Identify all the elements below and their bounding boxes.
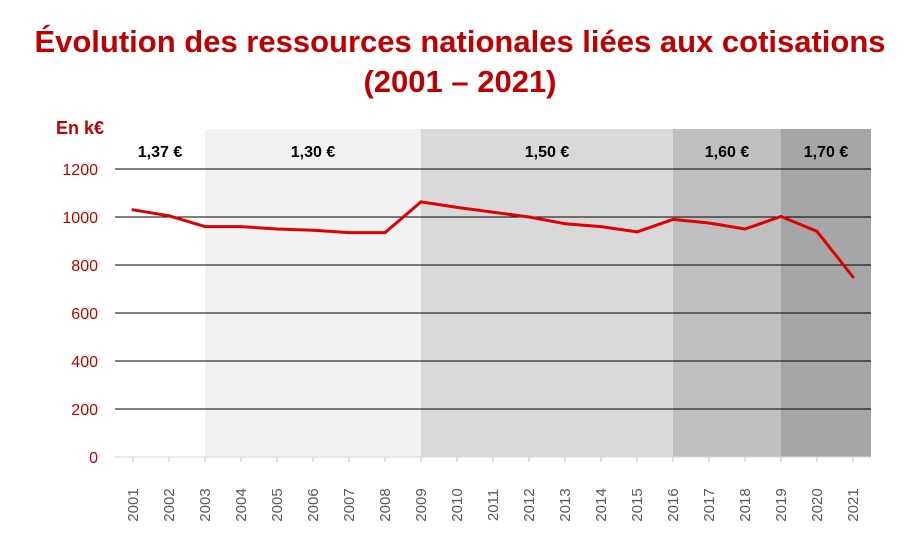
y-tick-label-400: 400 xyxy=(71,354,98,371)
y-tick-label-800: 800 xyxy=(71,258,98,275)
x-tick-label-2001: 2001 xyxy=(125,488,142,521)
x-tick-label-2007: 2007 xyxy=(341,488,358,521)
x-tick-label-2002: 2002 xyxy=(161,488,178,521)
data-point-2008 xyxy=(383,231,387,235)
price-band-3 xyxy=(421,129,673,457)
y-tick-label-1200: 1200 xyxy=(62,162,98,179)
y-axis: 0 200 400 600 800 1000 1200 xyxy=(62,162,98,467)
data-point-2009 xyxy=(419,200,423,204)
y-axis-unit-label: En k€ xyxy=(56,118,104,138)
x-tick-label-2016: 2016 xyxy=(665,488,682,521)
band-labels: 1,37 € 1,30 € 1,50 € 1,60 € 1,70 € xyxy=(138,144,849,161)
y-tick-label-200: 200 xyxy=(71,402,98,419)
series-group xyxy=(131,200,855,279)
x-tick-label-2021: 2021 xyxy=(845,488,862,521)
y-tick-label-1000: 1000 xyxy=(62,210,98,227)
x-tick-label-2006: 2006 xyxy=(305,488,322,521)
gridlines xyxy=(115,168,871,410)
data-point-2002 xyxy=(167,214,171,218)
data-point-2016 xyxy=(671,217,675,221)
price-band-4 xyxy=(673,129,781,457)
x-tick-label-2017: 2017 xyxy=(701,488,718,521)
data-point-2018 xyxy=(743,227,747,231)
price-band-5 xyxy=(781,129,871,457)
data-point-2001 xyxy=(131,208,135,212)
data-point-2005 xyxy=(275,227,279,231)
price-band-2 xyxy=(205,129,421,457)
data-point-2011 xyxy=(491,210,495,214)
x-tick-label-2011: 2011 xyxy=(485,489,502,521)
chart-title-line2: (2001 – 2021) xyxy=(363,64,557,99)
y-tick-label-600: 600 xyxy=(71,306,98,323)
x-tick-label-2012: 2012 xyxy=(521,488,538,521)
x-tick-label-2013: 2013 xyxy=(557,488,574,521)
data-point-2007 xyxy=(347,231,351,235)
data-point-2013 xyxy=(563,222,567,226)
chart-title-line1: Évolution des ressources nationales liée… xyxy=(34,24,886,59)
x-tick-label-2015: 2015 xyxy=(629,488,646,521)
band-label-3: 1,50 € xyxy=(525,144,570,161)
x-tick-label-2005: 2005 xyxy=(269,488,286,521)
data-point-2004 xyxy=(239,225,243,229)
y-tick-label-0: 0 xyxy=(89,450,98,467)
band-label-5: 1,70 € xyxy=(804,144,849,161)
x-tick-label-2008: 2008 xyxy=(377,488,394,521)
data-point-2017 xyxy=(707,221,711,225)
data-point-2014 xyxy=(599,225,603,229)
x-tick-label-2018: 2018 xyxy=(737,488,754,521)
x-tick-label-2020: 2020 xyxy=(809,488,826,521)
data-point-2003 xyxy=(203,225,207,229)
x-tick-label-2010: 2010 xyxy=(449,488,466,521)
x-axis: 2001 2002 2003 2004 2005 2006 2007 2008 2009 2010… xyxy=(115,456,871,522)
chart-title: Évolution des ressources nationales liée… xyxy=(0,22,920,102)
data-point-2010 xyxy=(455,205,459,209)
data-point-2020 xyxy=(815,229,819,233)
x-tick-label-2014: 2014 xyxy=(593,488,610,521)
x-tick-label-2003: 2003 xyxy=(197,488,214,521)
data-point-2021 xyxy=(851,275,855,279)
data-point-2019 xyxy=(779,215,783,219)
band-label-1: 1,37 € xyxy=(138,144,183,161)
price-bands xyxy=(115,129,871,457)
data-point-2015 xyxy=(635,230,639,234)
data-point-2006 xyxy=(311,228,315,232)
band-label-4: 1,60 € xyxy=(705,144,750,161)
x-tick-label-2009: 2009 xyxy=(413,488,430,521)
x-tick-label-2019: 2019 xyxy=(773,488,790,521)
price-band-1 xyxy=(115,129,205,457)
band-label-2: 1,30 € xyxy=(291,144,336,161)
data-point-2012 xyxy=(527,215,531,219)
x-tick-label-2004: 2004 xyxy=(233,488,250,521)
